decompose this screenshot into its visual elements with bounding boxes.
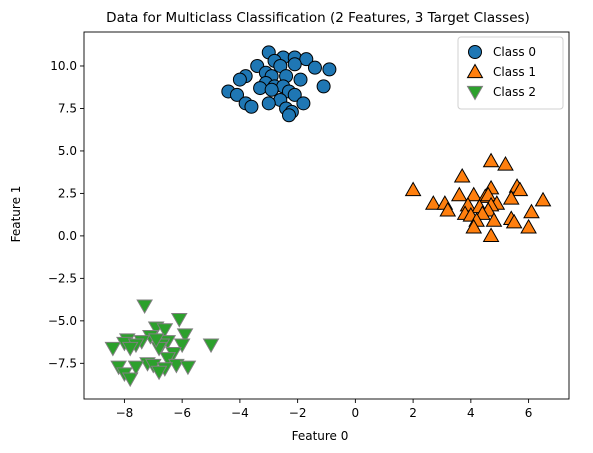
x-tick-label: 4 bbox=[467, 406, 475, 420]
data-point bbox=[121, 341, 139, 357]
data-points bbox=[104, 45, 552, 388]
data-point bbox=[520, 218, 537, 234]
data-point bbox=[202, 338, 220, 354]
x-tick-label: −6 bbox=[173, 406, 191, 420]
series-0 bbox=[221, 45, 337, 123]
data-point bbox=[465, 186, 483, 202]
data-point bbox=[287, 57, 302, 72]
legend-marker bbox=[466, 63, 484, 79]
data-point bbox=[322, 62, 337, 77]
legend-label: Class 2 bbox=[493, 85, 536, 99]
data-point bbox=[156, 323, 174, 338]
legend-label: Class 0 bbox=[493, 45, 536, 59]
data-point bbox=[179, 360, 197, 376]
data-point bbox=[465, 218, 483, 234]
y-axis-label: Feature 1 bbox=[9, 186, 23, 243]
x-tick-label: 2 bbox=[409, 406, 417, 420]
y-tick-label: 2.5 bbox=[58, 186, 77, 200]
y-tick-label: −5.0 bbox=[48, 314, 77, 328]
axis-ticks: −8 −6 −4 −2 0 2 4 6 −7.5 −5.0 −2.5 0.0 2.5 5.0 7.5 10.0 bbox=[48, 59, 533, 420]
data-point bbox=[316, 79, 331, 94]
data-point bbox=[244, 99, 259, 114]
data-point bbox=[424, 195, 442, 210]
x-tick-label: −4 bbox=[231, 406, 249, 420]
data-point bbox=[264, 82, 279, 97]
data-point bbox=[176, 328, 194, 343]
data-point bbox=[127, 360, 145, 376]
x-tick-label: −2 bbox=[289, 406, 307, 420]
series-1 bbox=[404, 152, 552, 242]
chart-title: Data for Multiclass Classification (2 Fe… bbox=[106, 10, 530, 26]
x-tick-label: 6 bbox=[525, 406, 533, 420]
data-point bbox=[511, 181, 529, 197]
data-point bbox=[293, 72, 308, 87]
y-tick-label: −2.5 bbox=[48, 271, 77, 285]
data-point bbox=[307, 60, 322, 75]
data-point bbox=[150, 365, 168, 381]
legend-marker bbox=[468, 45, 482, 59]
data-point bbox=[261, 96, 276, 111]
plot-frame bbox=[83, 31, 570, 400]
data-point bbox=[173, 338, 191, 354]
data-point bbox=[287, 87, 302, 102]
data-point bbox=[523, 203, 540, 219]
data-point bbox=[230, 87, 245, 102]
data-point bbox=[482, 227, 500, 242]
y-tick-label: 0.0 bbox=[58, 229, 77, 243]
data-point bbox=[253, 81, 268, 96]
data-point bbox=[479, 186, 497, 202]
data-point bbox=[170, 313, 188, 328]
x-tick-label: −8 bbox=[116, 406, 134, 420]
data-point bbox=[497, 156, 514, 171]
data-point bbox=[136, 299, 153, 315]
legend-marker bbox=[466, 85, 484, 101]
data-point bbox=[281, 108, 296, 123]
legend-label: Class 1 bbox=[493, 65, 536, 79]
data-point bbox=[534, 191, 552, 207]
y-tick-label: 5.0 bbox=[58, 144, 77, 158]
data-point bbox=[104, 341, 122, 357]
data-point bbox=[232, 72, 247, 87]
data-point bbox=[439, 201, 457, 217]
data-point bbox=[404, 181, 422, 197]
y-tick-label: 10.0 bbox=[50, 59, 77, 73]
data-point bbox=[296, 96, 311, 111]
series-2 bbox=[104, 299, 220, 388]
y-tick-label: −7.5 bbox=[48, 356, 77, 370]
legend: Class 0 Class 1 Class 2 bbox=[457, 36, 564, 110]
data-point bbox=[502, 190, 520, 205]
x-axis-label: Feature 0 bbox=[292, 429, 349, 443]
data-point bbox=[505, 213, 523, 229]
data-point bbox=[450, 186, 468, 202]
data-point bbox=[482, 152, 500, 168]
x-tick-label: 0 bbox=[352, 406, 360, 420]
data-point bbox=[485, 212, 503, 227]
data-point bbox=[121, 372, 139, 388]
legend-box bbox=[457, 36, 564, 110]
data-point bbox=[299, 52, 314, 67]
data-point bbox=[453, 167, 471, 183]
data-point bbox=[147, 333, 165, 349]
y-tick-label: 7.5 bbox=[58, 101, 77, 115]
